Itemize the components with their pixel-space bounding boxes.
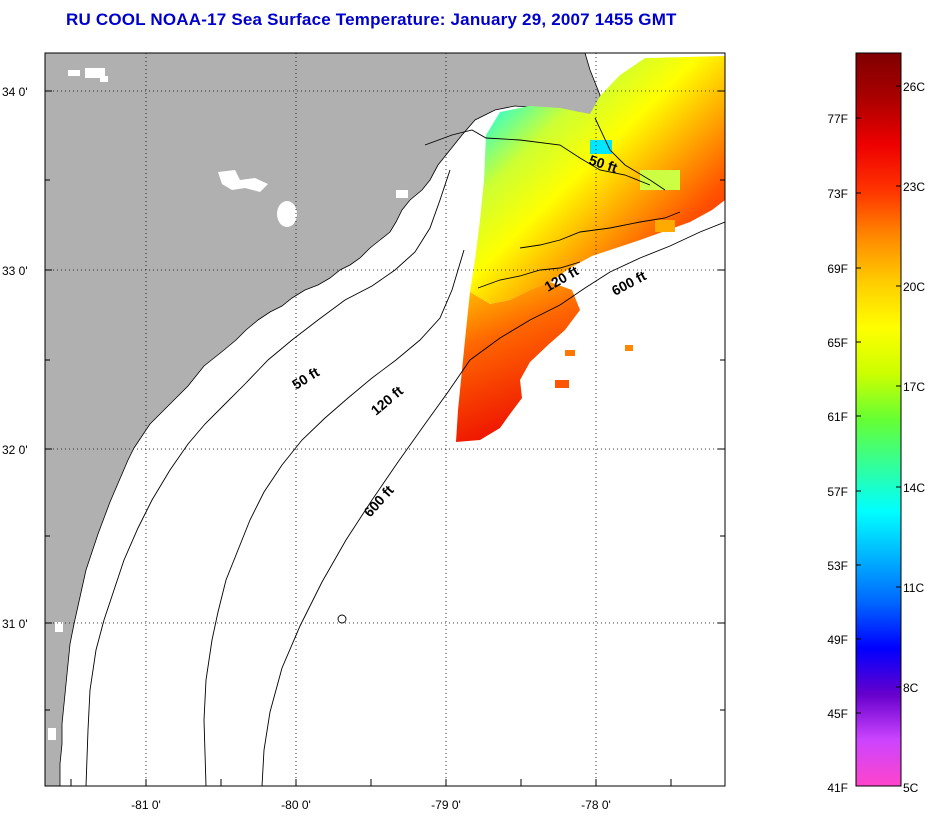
land-gaps (48, 68, 408, 740)
colorbar-c-label: 23C (903, 180, 925, 194)
colorbar-c-label: 8C (903, 681, 919, 695)
colorbar-c-label: 26C (903, 80, 925, 94)
lon-label: -79 0' (431, 798, 461, 812)
colorbar-f-label: 49F (827, 633, 848, 647)
lon-label: -78 0' (581, 798, 611, 812)
map-frame (44, 52, 726, 787)
lon-label: -80 0' (281, 798, 311, 812)
colorbar-f-label: 73F (827, 187, 848, 201)
land-area (45, 53, 601, 786)
colorbar-ticks (856, 85, 901, 714)
lon-label: -81 0' (131, 798, 161, 812)
latitude-labels: 34 0' 33 0' 32 0' 31 0' (2, 85, 28, 631)
frame-ticks (45, 90, 725, 786)
longitude-labels: -81 0' -80 0' -79 0' -78 0' (131, 798, 611, 812)
colorbar-f-label: 57F (827, 485, 848, 499)
colorbar-c-label: 20C (903, 280, 925, 294)
colorbar-f-label: 77F (827, 112, 848, 126)
colorbar-f-label: 61F (827, 410, 848, 424)
lat-label: 31 0' (2, 617, 28, 631)
colorbar-f-label: 45F (827, 707, 848, 721)
colorbar-c-label: 5C (903, 781, 919, 795)
map-title: RU COOL NOAA-17 Sea Surface Temperature:… (66, 10, 677, 29)
depth-contours (85, 117, 725, 786)
colorbar-c-labels: 26C 23C 20C 17C 14C 11C 8C 5C (903, 80, 925, 795)
colorbar-gradient (856, 53, 901, 786)
colorbar-c-label: 17C (903, 380, 925, 394)
colorbar-c-label: 14C (903, 481, 925, 495)
graticule (45, 53, 725, 786)
colorbar-c-label: 11C (903, 581, 924, 595)
colorbar-frame (855, 52, 902, 787)
colorbar-f-label: 53F (827, 559, 848, 573)
colorbar-f-label: 69F (827, 262, 848, 276)
lat-label: 34 0' (2, 85, 28, 99)
colorbar-f-label: 65F (827, 336, 848, 350)
lat-label: 33 0' (2, 264, 28, 278)
colorbar-f-labels: 77F 73F 69F 65F 61F 57F 53F 49F 45F 41F (827, 112, 848, 795)
lat-label: 32 0' (2, 443, 28, 457)
colorbar-f-label: 41F (827, 781, 848, 795)
